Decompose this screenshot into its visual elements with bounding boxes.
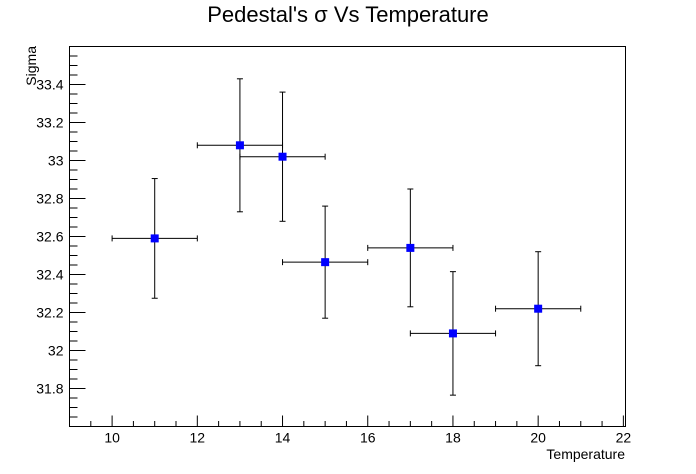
x-axis-ticks: [69, 415, 624, 427]
x-tick-label: 14: [275, 430, 291, 446]
marker: [448, 329, 457, 338]
y-tick-label: 33.4: [36, 77, 63, 93]
y-tick-label: 33: [48, 153, 64, 169]
data-point: [239, 91, 326, 222]
y-tick-label: 32.4: [36, 267, 63, 283]
y-tick-label: 33.2: [36, 115, 63, 131]
y-axis-tick-labels: 31.8 32 32.2 32.4 32.6 32.8 33 33.2 33.4: [36, 77, 63, 397]
marker: [534, 304, 543, 313]
x-tick-label: 10: [104, 430, 120, 446]
x-tick-label: 22: [616, 430, 632, 446]
chart-title: Pedestal's σ Vs Temperature: [207, 2, 489, 27]
y-axis-title: Sigma: [23, 46, 39, 86]
y-tick-label: 32.2: [36, 305, 63, 321]
x-tick-label: 18: [445, 430, 461, 446]
x-axis-tick-labels: 10 12 14 16 18 20 22: [104, 430, 631, 446]
data-series: [111, 78, 582, 396]
y-tick-label: 32.6: [36, 229, 63, 245]
x-axis-title: Temperature: [546, 446, 625, 462]
marker: [278, 152, 287, 161]
data-point: [196, 78, 284, 213]
data-point: [111, 178, 198, 299]
data-point: [495, 251, 582, 367]
data-point: [409, 271, 497, 396]
marker: [235, 141, 244, 150]
y-tick-label: 32.8: [36, 191, 63, 207]
x-tick-label: 12: [190, 430, 206, 446]
y-tick-label: 31.8: [36, 381, 63, 397]
marker: [150, 234, 159, 243]
x-tick-label: 16: [360, 430, 376, 446]
marker: [406, 243, 415, 252]
marker: [321, 258, 330, 267]
y-axis-ticks: [69, 46, 86, 418]
data-point: [282, 205, 369, 319]
y-tick-label: 32: [48, 343, 64, 359]
x-tick-label: 20: [530, 430, 546, 446]
data-point: [367, 188, 454, 308]
